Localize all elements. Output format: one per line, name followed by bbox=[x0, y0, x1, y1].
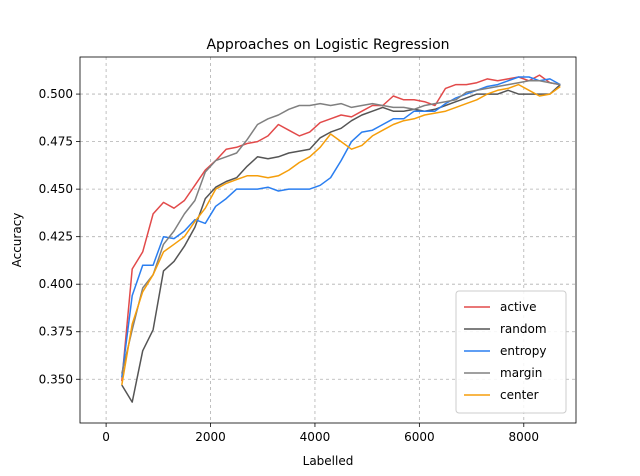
grid bbox=[80, 57, 576, 423]
x-tick-label: 6000 bbox=[404, 430, 435, 444]
series-lines bbox=[121, 74, 561, 403]
x-tick-label: 2000 bbox=[195, 430, 226, 444]
x-axis-ticks: 0 2000 4000 6000 8000 bbox=[102, 423, 539, 444]
legend-label-active: active bbox=[500, 300, 536, 314]
legend-label-entropy: entropy bbox=[500, 344, 546, 358]
y-tick-label: 0.450 bbox=[39, 182, 73, 196]
y-tick-label: 0.400 bbox=[39, 277, 73, 291]
y-tick-label: 0.425 bbox=[39, 230, 73, 244]
y-tick-label: 0.375 bbox=[39, 325, 73, 339]
series-line-center bbox=[121, 83, 561, 386]
legend-box bbox=[455, 290, 567, 414]
legend-label-random: random bbox=[500, 322, 547, 336]
series-line-margin bbox=[121, 80, 561, 374]
legend-label-margin: margin bbox=[500, 366, 542, 380]
y-tick-label: 0.500 bbox=[39, 87, 73, 101]
legend: active random entropy margin center bbox=[455, 290, 567, 414]
x-tick-label: 8000 bbox=[509, 430, 540, 444]
legend-label-center: center bbox=[500, 388, 539, 402]
y-axis-ticks: 0.350 0.375 0.400 0.425 0.450 0.475 0.500 bbox=[39, 87, 80, 386]
y-tick-label: 0.350 bbox=[39, 372, 73, 386]
series-line-entropy bbox=[121, 76, 561, 378]
x-axis-title: Labelled bbox=[303, 454, 354, 468]
series-line-active bbox=[121, 74, 561, 382]
x-tick-label: 4000 bbox=[300, 430, 331, 444]
chart-title: Approaches on Logistic Regression bbox=[206, 37, 449, 53]
plot-frame bbox=[79, 56, 577, 424]
y-tick-label: 0.475 bbox=[39, 135, 73, 149]
y-axis-title: Accuracy bbox=[10, 213, 24, 268]
x-tick-label: 0 bbox=[102, 430, 110, 444]
